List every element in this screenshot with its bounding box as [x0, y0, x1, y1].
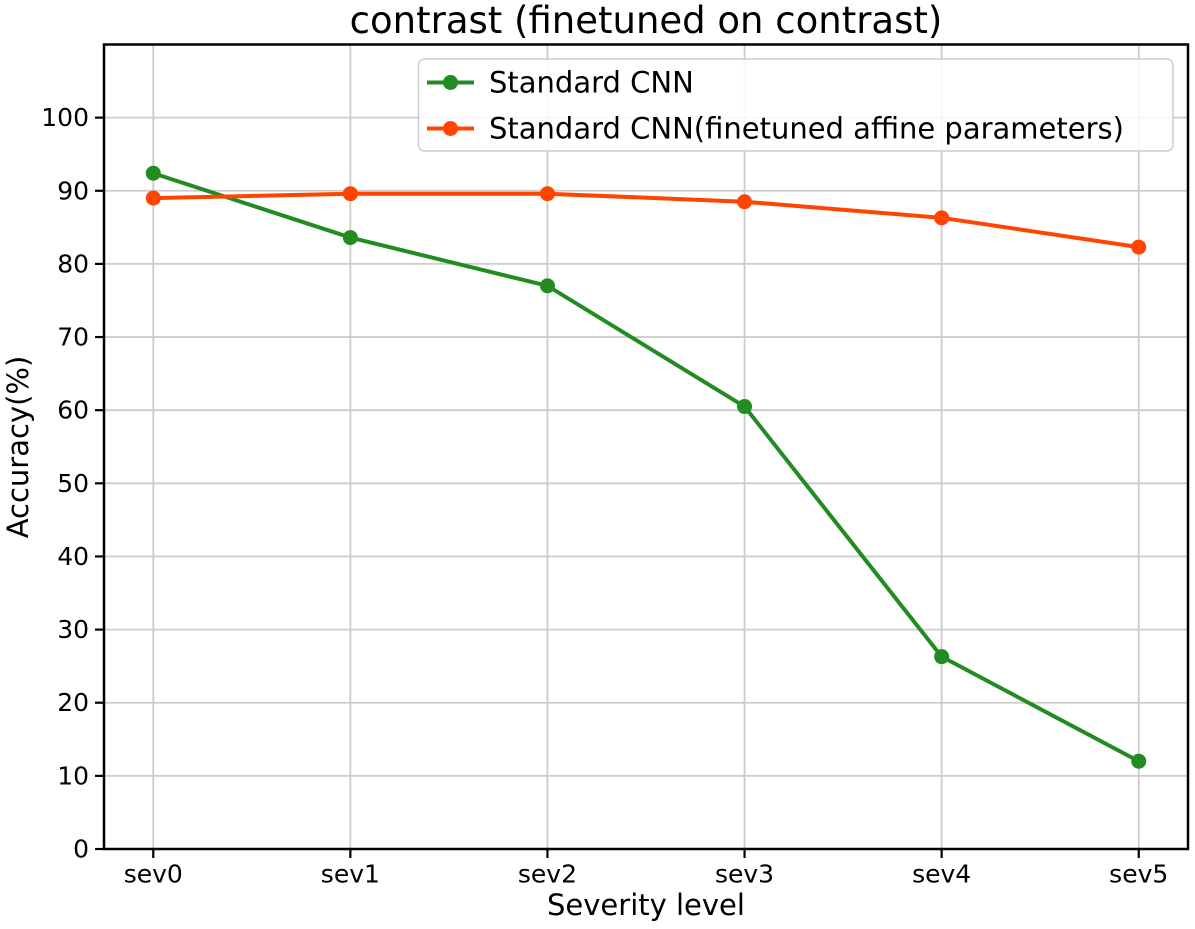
y-tick-label: 40 [57, 542, 89, 571]
data-point-marker [539, 278, 555, 294]
data-point-marker [934, 210, 950, 226]
grid-layer [104, 44, 1188, 850]
legend-sample-marker [443, 121, 458, 136]
plot-border [102, 43, 1190, 851]
data-point-marker [145, 190, 161, 206]
y-tick-label: 10 [57, 761, 89, 790]
y-tick-label: 30 [57, 615, 89, 644]
data-point-marker [737, 194, 753, 210]
x-tick-label: sev5 [1109, 860, 1168, 889]
y-tick-label: 20 [57, 688, 89, 717]
x-tick-label: sev2 [518, 860, 577, 889]
data-point-marker [1131, 239, 1147, 255]
y-tick-label: 0 [73, 835, 89, 864]
legend: Standard CNN Standard CNN(finetuned affin… [417, 58, 1174, 152]
x-axis-label: Severity level [547, 888, 745, 922]
x-tick-label: sev0 [124, 860, 183, 889]
x-tick-label: sev3 [715, 860, 774, 889]
data-point-marker [342, 186, 358, 202]
y-axis-label: Accuracy(%) [1, 356, 35, 539]
data-point-marker [539, 186, 555, 202]
data-point-marker [934, 649, 950, 665]
y-tick-label: 50 [57, 469, 89, 498]
legend-sample-marker [443, 75, 458, 90]
legend-label: Standard CNN [489, 66, 694, 100]
y-tick-label: 60 [57, 396, 89, 425]
legend-label: Standard CNN(finetuned affine parameters… [489, 112, 1124, 146]
legend-box [417, 58, 1174, 152]
y-tick-label: 80 [57, 249, 89, 278]
tick-layer: 0 10 20 30 40 50 60 70 80 90 100 sev0 sev1 sev2 sev3 se… [41, 103, 1168, 888]
y-tick-label: 90 [57, 176, 89, 205]
series-line [151, 171, 1141, 764]
data-point-marker [737, 399, 753, 415]
y-tick-label: 70 [57, 323, 89, 352]
data-point-marker [342, 230, 358, 246]
y-tick-label: 100 [41, 103, 89, 132]
data-point-marker [1131, 753, 1147, 769]
series-line [151, 191, 1141, 250]
series-layer [145, 165, 1147, 769]
x-tick-label: sev4 [912, 860, 971, 889]
x-tick-label: sev1 [321, 860, 380, 889]
data-point-marker [145, 165, 161, 181]
chart-title: contrast (finetuned on contrast) [350, 0, 943, 42]
